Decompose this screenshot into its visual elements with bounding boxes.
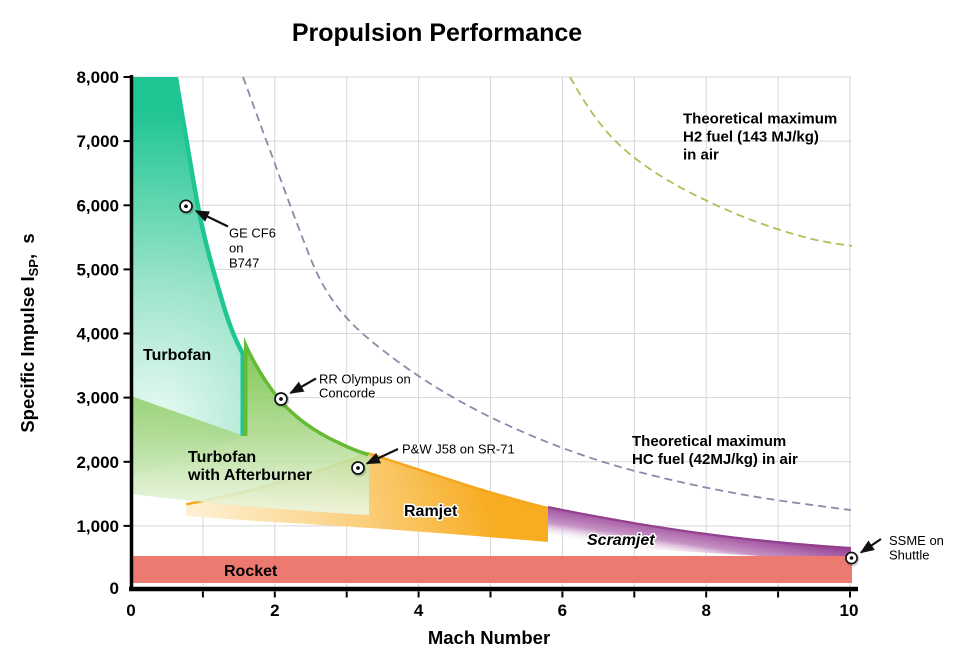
x-tick-labels: 0 2 4 6 8 10 bbox=[126, 601, 858, 620]
h2-fuel-max-curve bbox=[569, 76, 853, 247]
rr-olympus-line1: RR Olympus on bbox=[319, 372, 411, 387]
marker-dot bbox=[356, 466, 360, 470]
label-hc-max: Theoretical maximum HC fuel (42MJ/kg) in… bbox=[632, 433, 798, 468]
marker-ge-cf6 bbox=[179, 199, 195, 215]
y-tick-label-7000: 7,000 bbox=[76, 132, 119, 151]
y-tick-label-0: 0 bbox=[110, 579, 119, 598]
annotation-ssme: SSME on Shuttle bbox=[889, 533, 944, 563]
marker-rr-olympus bbox=[274, 392, 290, 408]
label-rocket: Rocket bbox=[224, 563, 278, 580]
h2-label-line3: in air bbox=[683, 147, 719, 164]
ge-cf6-line3: B747 bbox=[229, 256, 259, 271]
label-ramjet: Ramjet bbox=[404, 503, 458, 520]
x-axis-ticks bbox=[201, 591, 851, 598]
marker-dot bbox=[184, 204, 188, 209]
label-h2-max: Theoretical maximum H2 fuel (143 MJ/kg) … bbox=[683, 111, 837, 164]
x-tick-label-4: 4 bbox=[414, 601, 424, 620]
y-tick-label-3000: 3,000 bbox=[76, 389, 119, 408]
arrow-j58 bbox=[365, 448, 399, 465]
y-axis-title-units: , s bbox=[17, 233, 38, 259]
y-tick-label-4000: 4,000 bbox=[76, 325, 119, 344]
x-tick-label-6: 6 bbox=[558, 601, 567, 620]
y-axis-title-subscript: SP bbox=[26, 259, 41, 277]
label-turbofan: Turbofan bbox=[143, 347, 211, 364]
hc-label-line1: Theoretical maximum bbox=[632, 433, 786, 450]
x-axis-title: Mach Number bbox=[428, 627, 550, 648]
x-tick-label-2: 2 bbox=[270, 601, 279, 620]
ge-cf6-line2: on bbox=[229, 241, 243, 256]
label-turbofan-afterburner: Turbofan with Afterburner bbox=[187, 449, 312, 484]
arrow-ssme bbox=[859, 538, 882, 554]
y-tick-label-1000: 1,000 bbox=[76, 517, 119, 536]
y-tick-labels: 8,000 7,000 6,000 5,000 4,000 3,000 2,00… bbox=[76, 68, 119, 598]
afterburner-area bbox=[131, 337, 369, 515]
y-axis-title: Specific Impulse ISP, s bbox=[17, 233, 41, 432]
x-tick-label-0: 0 bbox=[126, 601, 135, 620]
annotation-ge-cf6: GE CF6 on B747 bbox=[228, 224, 278, 272]
label-afterburner-line2: with Afterburner bbox=[187, 467, 312, 484]
annotation-j58: P&W J58 on SR-71 bbox=[402, 442, 515, 457]
ssme-line2: Shuttle bbox=[889, 548, 929, 563]
y-tick-label-6000: 6,000 bbox=[76, 196, 119, 215]
x-tick-label-10: 10 bbox=[840, 601, 859, 620]
marker-dot bbox=[849, 556, 854, 560]
arrow-ge-cf6 bbox=[194, 210, 229, 228]
arrow-rr-olympus bbox=[289, 377, 317, 394]
rr-olympus-line2: Concorde bbox=[319, 386, 375, 401]
ge-cf6-line1: GE CF6 bbox=[229, 226, 276, 241]
x-tick-label-8: 8 bbox=[701, 601, 710, 620]
marker-ssme bbox=[845, 551, 860, 567]
marker-j58 bbox=[351, 461, 367, 477]
y-tick-label-5000: 5,000 bbox=[76, 260, 119, 279]
h2-label-line2: H2 fuel (143 MJ/kg) bbox=[683, 129, 819, 146]
y-axis-ticks bbox=[123, 76, 130, 527]
marker-dot bbox=[279, 397, 283, 401]
y-axis-title-main: Specific Impulse I bbox=[17, 276, 38, 432]
hc-label-line2: HC fuel (42MJ/kg) in air bbox=[632, 451, 798, 468]
hc-fuel-max-curve bbox=[242, 76, 852, 511]
h2-label-line1: Theoretical maximum bbox=[683, 111, 837, 128]
y-tick-label-8000: 8,000 bbox=[76, 68, 119, 87]
label-afterburner-line1: Turbofan bbox=[188, 449, 256, 466]
label-scramjet: Scramjet bbox=[587, 532, 655, 549]
annotation-rr-olympus: RR Olympus on Concorde bbox=[318, 370, 413, 402]
turbofan-area bbox=[131, 77, 245, 477]
region-rocket bbox=[133, 556, 852, 583]
chart-title: Propulsion Performance bbox=[292, 19, 582, 47]
y-tick-label-2000: 2,000 bbox=[76, 453, 119, 472]
ssme-line1: SSME on bbox=[889, 533, 944, 548]
